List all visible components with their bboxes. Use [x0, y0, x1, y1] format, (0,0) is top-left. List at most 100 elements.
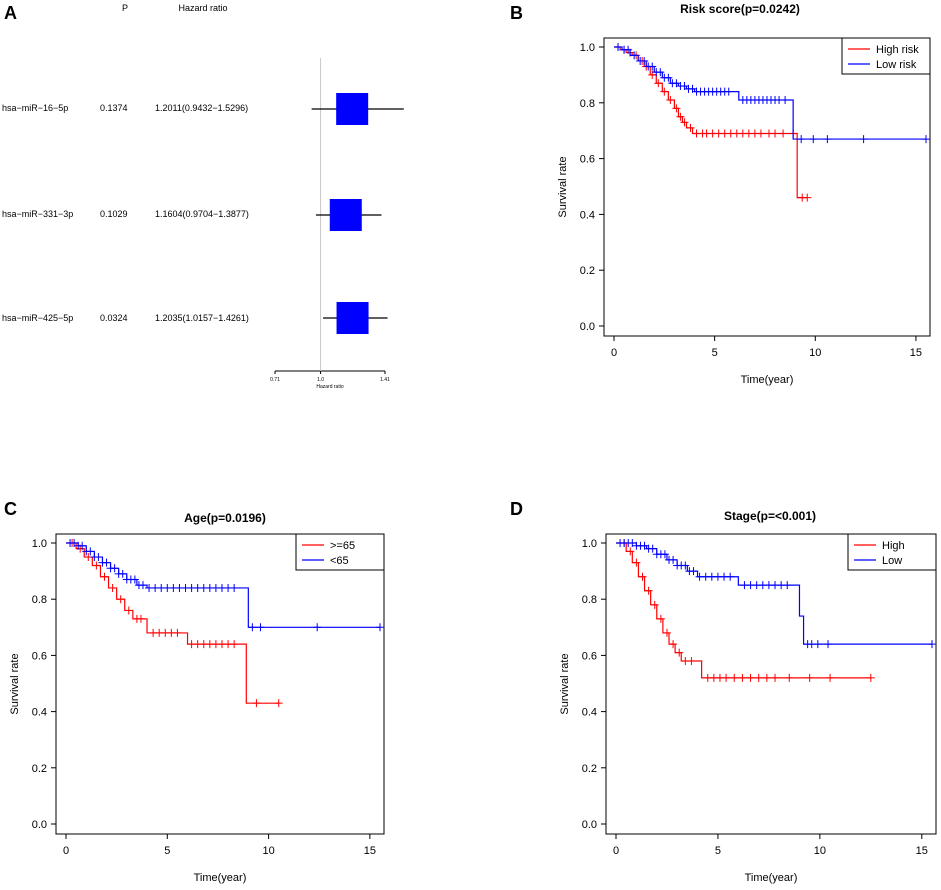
- censor-mark: [248, 623, 257, 632]
- censor-mark: [669, 640, 678, 649]
- forest-hr-box: [329, 199, 362, 231]
- censor-mark: [771, 129, 780, 138]
- censor-mark: [669, 555, 678, 564]
- censor-mark: [681, 561, 690, 570]
- censor-mark: [94, 553, 103, 562]
- censor-mark: [771, 673, 780, 682]
- survival-curve: [614, 46, 808, 199]
- censor-mark: [805, 673, 814, 682]
- censor-mark: [662, 628, 671, 637]
- plot-title: Stage(p=<0.001): [724, 509, 816, 523]
- forest-row-name: hsa−miR−16−5p: [2, 103, 68, 113]
- forest-row-hr-text: 1.2011(0.9432−1.5296): [155, 103, 248, 113]
- forest-row-p: 0.1374: [100, 103, 128, 113]
- y-tick-label: 0.4: [582, 707, 597, 719]
- censor-mark: [813, 640, 822, 649]
- y-tick-label: 1.0: [580, 42, 595, 54]
- y-tick-label: 0.4: [580, 209, 595, 221]
- censor-mark: [252, 699, 261, 708]
- forest-row-name: hsa−miR−425−5p: [2, 313, 73, 323]
- censor-mark: [640, 56, 649, 65]
- censor-mark: [656, 614, 665, 623]
- censor-mark: [632, 558, 641, 567]
- panel-letter-a: A: [4, 3, 17, 23]
- censor-mark: [108, 583, 117, 592]
- y-axis-label: Survival rate: [9, 653, 21, 714]
- survival-plot-age: Age(p=0.0196) 0.0 0.2 0.4 0.6 0.8 1.0 0 5 10 15 Tim…: [9, 511, 385, 884]
- censor-mark: [648, 70, 657, 79]
- forest-hr-box: [336, 93, 369, 125]
- censor-mark: [689, 567, 698, 576]
- y-tick-label: 1.0: [582, 538, 597, 550]
- survival-curve: [616, 542, 871, 679]
- y-tick-label: 0.4: [32, 707, 47, 719]
- x-axis-label: Time(year): [194, 872, 247, 884]
- censor-mark: [783, 581, 792, 590]
- survival-plot-stage: Stage(p=<0.001) 0.0 0.2 0.4 0.6 0.8 1.0 0 5 10 15 T…: [559, 509, 937, 884]
- censor-mark: [664, 73, 673, 82]
- panel-letter-c: C: [4, 499, 17, 519]
- x-axis-label: Time(year): [741, 374, 794, 386]
- censor-mark: [797, 135, 806, 144]
- forest-row-hr-text: 1.2035(1.0157−1.4261): [155, 313, 249, 323]
- censor-mark: [644, 586, 653, 595]
- censor-mark: [648, 544, 657, 553]
- censor-mark: [672, 79, 681, 88]
- panel-letter-b: B: [510, 3, 523, 23]
- y-tick-label: 0.2: [32, 763, 47, 775]
- plot-frame: [55, 533, 385, 835]
- censor-mark: [78, 541, 87, 550]
- censor-mark: [687, 657, 696, 666]
- censor-mark: [136, 614, 145, 623]
- censor-mark: [676, 112, 685, 121]
- y-tick-label: 0.8: [580, 98, 595, 110]
- censor-mark: [230, 583, 239, 592]
- censor-mark: [922, 135, 930, 144]
- censor-mark: [624, 45, 633, 54]
- x-tick-label: 5: [164, 845, 170, 857]
- censor-mark: [640, 541, 649, 550]
- censor-mark: [754, 673, 763, 682]
- censor-mark: [256, 623, 265, 632]
- censor-mark: [688, 84, 697, 93]
- censor-mark: [630, 51, 639, 60]
- censor-mark: [826, 673, 835, 682]
- y-tick-label: 0.8: [32, 594, 47, 606]
- censor-mark: [92, 561, 101, 570]
- censor-mark: [738, 673, 747, 682]
- legend-box: [841, 37, 931, 75]
- censor-mark: [675, 648, 684, 657]
- x-tick-label: 10: [814, 845, 826, 857]
- censor-mark: [124, 606, 133, 615]
- y-tick-label: 0.0: [582, 819, 597, 831]
- censor-mark: [110, 564, 119, 573]
- censor-mark: [672, 104, 681, 113]
- panel-letter-d: D: [510, 499, 523, 519]
- censor-mark: [756, 129, 765, 138]
- survival-curve: [66, 542, 279, 704]
- plot-frame: [605, 533, 937, 835]
- y-tick-label: 0.0: [580, 321, 595, 333]
- censor-mark: [376, 623, 384, 632]
- censor-mark: [173, 628, 182, 637]
- forest-x-tick-label: 0.71: [270, 377, 280, 383]
- censor-mark: [628, 539, 637, 547]
- forest-hr-box: [336, 302, 369, 334]
- censor-mark: [116, 595, 125, 604]
- y-tick-label: 0.2: [582, 763, 597, 775]
- censor-mark: [274, 699, 283, 708]
- censor-mark: [823, 135, 832, 144]
- censor-mark: [230, 640, 239, 649]
- censor-mark: [650, 600, 659, 609]
- forest-col-header-hr: Hazard ratio: [178, 3, 227, 13]
- censor-mark: [656, 68, 665, 77]
- censor-mark: [654, 79, 663, 88]
- censor-mark: [746, 673, 755, 682]
- x-axis-label: Time(year): [745, 872, 798, 884]
- forest-x-label: Hazard ratio: [316, 384, 343, 390]
- legend-label: >=65: [330, 540, 355, 552]
- x-tick-label: 15: [910, 347, 922, 359]
- forest-row-p: 0.1029: [100, 209, 128, 219]
- plot-title: Age(p=0.0196): [184, 511, 266, 525]
